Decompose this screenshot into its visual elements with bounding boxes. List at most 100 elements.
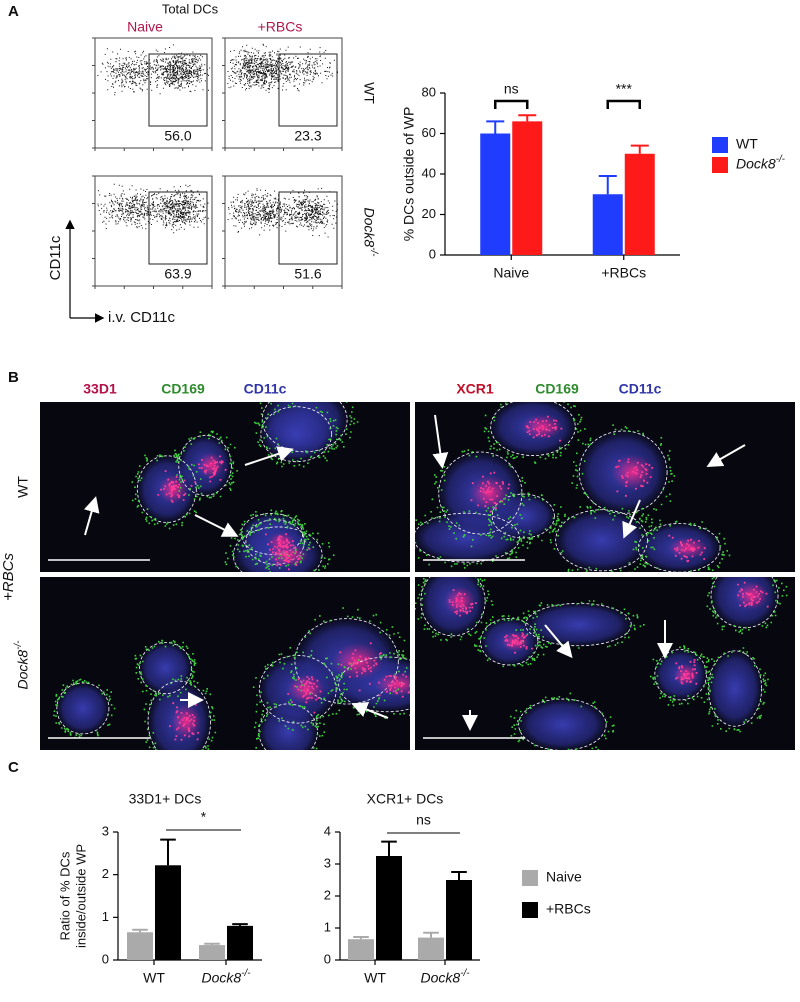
- white-pulp: [521, 601, 636, 648]
- wp-outline: [637, 523, 721, 572]
- white-pulp: [137, 640, 194, 696]
- micrograph: [415, 402, 795, 572]
- gate-value: 51.6: [294, 266, 321, 282]
- arrow: [194, 514, 239, 537]
- x-axis-label: i.v. CD11c: [108, 309, 175, 326]
- bar: [227, 925, 253, 960]
- x-tick-label: WT: [143, 970, 165, 986]
- wp-outline: [147, 680, 211, 750]
- legend-label: +RBCs: [546, 901, 591, 917]
- legend-swatch: [522, 870, 538, 886]
- legend-label: Naive: [546, 869, 582, 885]
- white-pulp: [551, 507, 652, 572]
- bar: [376, 856, 402, 960]
- wp-outline: [136, 455, 197, 523]
- stain-label: CD11c: [244, 381, 287, 397]
- wp-outline: [518, 698, 607, 750]
- stain-label: CD169: [161, 381, 205, 397]
- gate: [148, 53, 208, 127]
- dc-cluster: [444, 586, 476, 617]
- bar: [446, 880, 472, 960]
- x-tick-label: Dock8-/-: [202, 968, 252, 986]
- bar: [480, 133, 511, 255]
- gate-value: 63.9: [164, 266, 191, 282]
- error-bar: [353, 935, 369, 940]
- y-tick-label: 4: [324, 823, 331, 838]
- condition-label: +RBCs: [0, 553, 17, 601]
- significance-bracket: [606, 99, 641, 109]
- wp-outline: [555, 509, 648, 572]
- wp-outline: [338, 656, 410, 713]
- y-axis-label: CD11c: [47, 235, 64, 280]
- arrow: [84, 496, 100, 536]
- dc-cluster: [469, 475, 510, 511]
- error-bar: [232, 923, 248, 926]
- legend-label: Dock8-/-: [736, 154, 786, 172]
- dc-signal: [157, 455, 311, 571]
- bar: [348, 939, 374, 960]
- gate: [148, 191, 208, 265]
- flow-events: [227, 43, 338, 93]
- significance-label: ns: [504, 81, 519, 97]
- dc-cluster: [170, 703, 202, 740]
- x-tick-label: WT: [364, 970, 386, 986]
- wp-outline: [654, 649, 707, 701]
- arrow: [244, 446, 294, 466]
- arrow: [351, 701, 389, 719]
- error-bar: [486, 120, 505, 134]
- bar: [512, 121, 543, 255]
- arrow: [622, 499, 641, 539]
- dc-cluster: [332, 642, 384, 680]
- gate-value: 23.3: [294, 128, 321, 144]
- error-bar: [132, 928, 148, 933]
- cd169-signal: [415, 577, 788, 750]
- stain-label: CD11c: [619, 381, 662, 397]
- y-tick-label: 60: [422, 125, 436, 140]
- wp-outline: [178, 434, 232, 496]
- micrographs: [40, 402, 795, 750]
- y-axis-label: inside/outside WP: [73, 844, 88, 948]
- flow-events: [227, 187, 339, 238]
- wp-outline: [525, 602, 632, 647]
- y-tick-label: 0: [102, 951, 109, 966]
- stain-label: 33D1: [83, 381, 117, 397]
- wp-outline: [56, 682, 110, 735]
- micrograph: [415, 577, 795, 750]
- column-label: +RBCs: [258, 19, 303, 35]
- y-axis-label: % DCs outside of WP: [401, 107, 417, 242]
- wp-outline: [490, 402, 576, 456]
- wp-outline: [294, 618, 399, 705]
- error-bar: [381, 840, 397, 856]
- error-bar: [518, 114, 537, 122]
- column-label: Naive: [127, 19, 163, 35]
- error-bar: [451, 871, 467, 880]
- wp-outline: [710, 577, 779, 629]
- legend-swatch: [712, 137, 728, 153]
- bar: [624, 153, 655, 255]
- chart-title: 33D1+ DCs: [129, 791, 202, 807]
- legend-swatch: [712, 157, 728, 173]
- y-tick-label: 80: [422, 84, 436, 99]
- y-tick-label: 20: [422, 206, 436, 221]
- x-tick-label: +RBCs: [601, 265, 646, 281]
- significance-bracket: [494, 99, 529, 109]
- y-tick-label: 0: [429, 246, 436, 261]
- gate-value: 56.0: [164, 128, 191, 144]
- significance-label: ns: [416, 812, 431, 828]
- flow-events: [97, 44, 211, 96]
- bar: [155, 865, 181, 960]
- wp-outline: [258, 703, 318, 750]
- y-axis-label: Ratio of % DCs: [57, 851, 72, 940]
- dc-cluster: [265, 542, 310, 568]
- legend-swatch: [522, 902, 538, 918]
- x-tick-label: Dock8-/-: [421, 968, 471, 986]
- bar: [199, 945, 225, 960]
- micrograph: [40, 402, 410, 572]
- panel-label: B: [8, 369, 19, 386]
- panel-label: A: [8, 3, 19, 20]
- wp-outline: [261, 402, 348, 453]
- legend-label: WT: [736, 136, 758, 152]
- y-tick-label: 3: [324, 855, 331, 870]
- y-tick-label: 1: [102, 909, 109, 924]
- arrow: [432, 414, 449, 469]
